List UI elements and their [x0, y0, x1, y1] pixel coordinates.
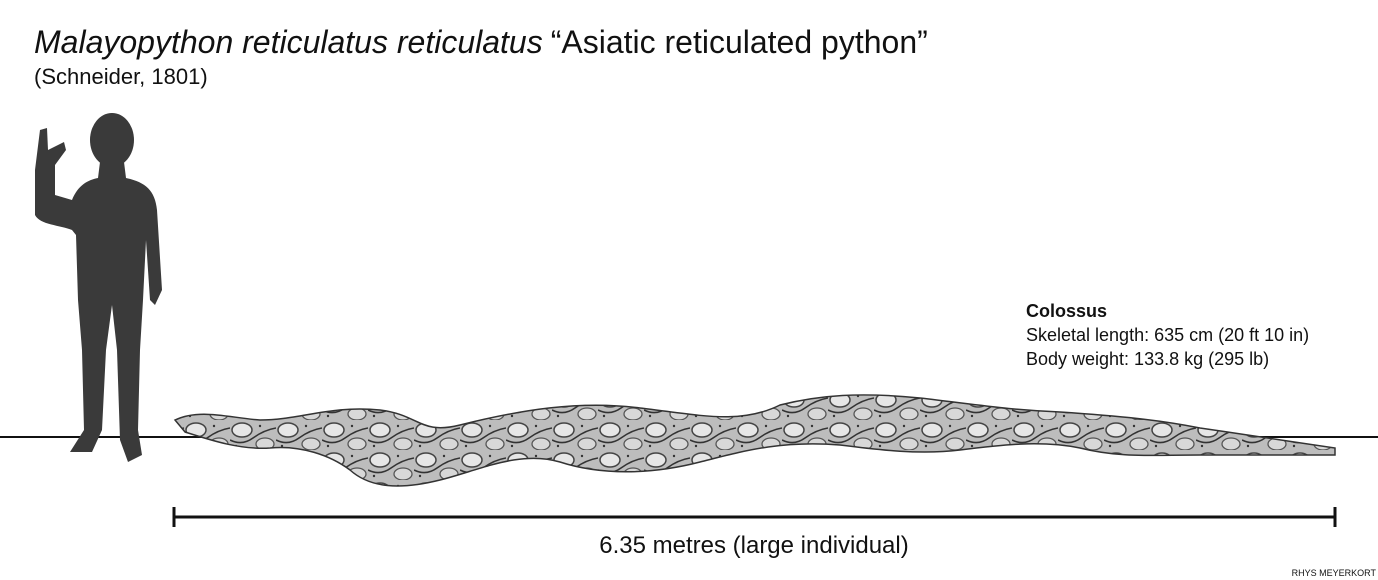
scale-label: 6.35 metres (large individual): [599, 532, 908, 559]
skeletal-length: Skeletal length: 635 cm (20 ft 10 in): [1026, 325, 1309, 345]
authority: (Schneider, 1801): [34, 64, 208, 89]
common-name: “Asiatic reticulated python”: [551, 24, 928, 60]
specimen-name: Colossus: [1026, 301, 1107, 321]
scientific-name: Malayopython reticulatus reticulatus: [34, 24, 543, 60]
scale-bar: [172, 507, 1337, 527]
human-silhouette: [35, 113, 162, 462]
title: Malayopython reticulatus reticulatus “Asi…: [34, 24, 928, 60]
credit: RHYS MEYERKORT: [1292, 568, 1377, 578]
python-illustration: [173, 394, 1336, 487]
body-weight: Body weight: 133.8 kg (295 lb): [1026, 349, 1269, 369]
